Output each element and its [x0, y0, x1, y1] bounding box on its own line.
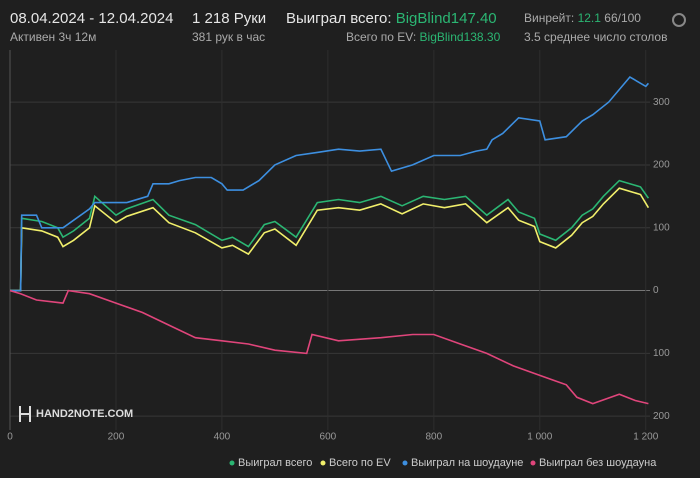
- x-tick-label: 600: [320, 432, 337, 443]
- y-tick-label: 100: [653, 348, 670, 359]
- legend-marker: [402, 460, 408, 466]
- y-tick-label: 300: [653, 97, 670, 108]
- hands: 1 218 Руки: [192, 10, 267, 27]
- legend-label: Выиграл без шоудауна: [539, 457, 657, 469]
- logo: [19, 406, 31, 422]
- watermark: HAND2NOTE.COM: [36, 408, 133, 420]
- settings-icon[interactable]: [672, 13, 686, 27]
- y-tick-label: 200: [653, 160, 670, 171]
- legend-marker: [320, 460, 326, 466]
- winrate-unit: 66/100: [604, 11, 641, 25]
- ev-value: BigBlind138.30: [419, 30, 501, 44]
- won-label: Выиграл всего:: [286, 10, 392, 27]
- series-line: [10, 179, 650, 292]
- active: Активен 3ч 12м: [10, 30, 97, 44]
- ev-label: Всего по EV:: [346, 30, 417, 44]
- won: Выиграл всего: BigBlind147.40: [286, 10, 497, 27]
- winrate-value: 12.1: [577, 11, 601, 25]
- x-tick-label: 0: [7, 432, 13, 443]
- legend-label: Всего по EV: [329, 457, 391, 469]
- hands-per-hour: 381 рук в час: [192, 30, 266, 44]
- x-tick-label: 400: [214, 432, 231, 443]
- x-tick-label: 1 000: [527, 432, 552, 443]
- date-range: 08.04.2024 - 12.04.2024: [10, 10, 174, 27]
- legend-marker: [530, 460, 536, 466]
- series-line: [9, 289, 649, 405]
- x-tick-label: 800: [425, 432, 442, 443]
- won-value: BigBlind147.40: [395, 10, 497, 27]
- y-tick-label: 0: [653, 285, 659, 296]
- ev: Всего по EV: BigBlind138.30: [346, 30, 500, 44]
- series-line: [10, 75, 650, 292]
- x-tick-label: 1 200: [633, 432, 658, 443]
- tables: 3.5 среднее число столов: [524, 30, 668, 44]
- legend-label: Выиграл всего: [238, 457, 312, 469]
- y-tick-label: 100: [653, 222, 670, 233]
- y-tick-label: 200: [653, 411, 670, 422]
- series-line: [10, 187, 650, 292]
- legend-label: Выиграл на шоудауне: [411, 457, 523, 469]
- legend-marker: [229, 460, 235, 466]
- winrate-label: Винрейт:: [524, 11, 575, 25]
- winrate: Винрейт: 12.1 66/100: [524, 11, 641, 25]
- x-tick-label: 200: [108, 432, 125, 443]
